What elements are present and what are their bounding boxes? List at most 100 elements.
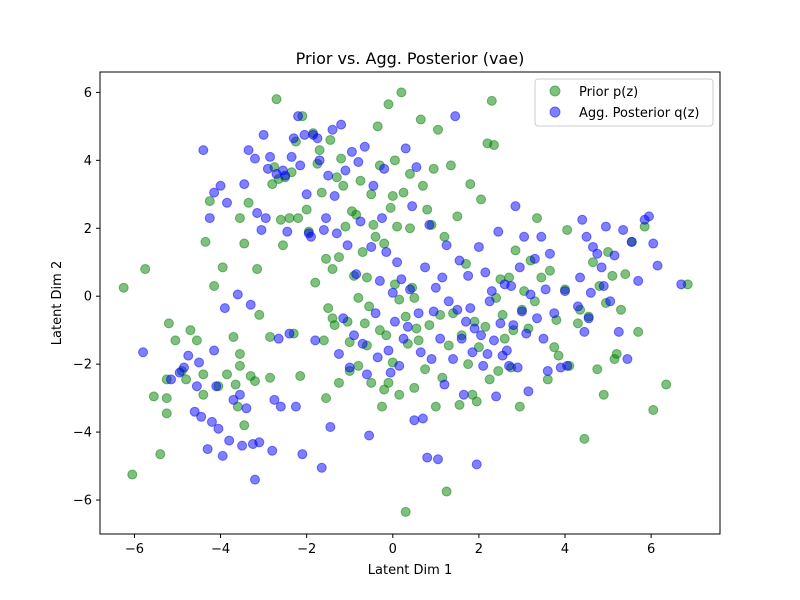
data-point: [213, 423, 224, 434]
data-point: [456, 333, 467, 344]
data-point: [441, 240, 452, 251]
data-point: [605, 296, 616, 307]
data-point: [284, 213, 295, 224]
data-point: [357, 338, 368, 349]
data-point: [351, 269, 362, 280]
data-point: [510, 245, 521, 256]
data-point: [633, 326, 644, 337]
data-point: [405, 223, 415, 234]
data-point: [321, 213, 332, 224]
data-point: [364, 301, 375, 312]
data-point: [316, 462, 327, 473]
data-point: [562, 360, 573, 371]
data-point: [359, 141, 370, 152]
data-point: [314, 145, 325, 156]
data-point: [435, 333, 446, 344]
data-point: [495, 318, 506, 329]
data-point: [338, 180, 349, 191]
data-point: [277, 240, 288, 251]
data-point: [196, 411, 207, 422]
data-point: [469, 323, 480, 334]
data-point: [501, 345, 512, 356]
data-point: [572, 318, 583, 329]
data-point: [234, 389, 245, 400]
data-point: [275, 401, 286, 412]
data-point: [301, 189, 312, 200]
data-point: [480, 321, 491, 332]
data-point: [366, 189, 377, 200]
data-point: [353, 157, 364, 168]
data-point: [290, 401, 301, 412]
data-point: [178, 362, 189, 373]
data-point: [497, 309, 508, 320]
data-point: [420, 364, 431, 375]
data-point: [333, 348, 344, 359]
data-point: [540, 284, 551, 295]
data-point: [398, 333, 409, 344]
data-point: [370, 231, 381, 242]
data-point: [411, 323, 422, 334]
data-point: [486, 286, 497, 297]
data-point: [340, 165, 351, 176]
data-point: [127, 469, 138, 480]
data-point: [222, 369, 233, 380]
data-point: [396, 274, 407, 285]
data-point: [301, 204, 312, 215]
data-point: [299, 129, 310, 140]
data-point: [374, 275, 385, 286]
data-point: [392, 257, 403, 268]
data-point: [163, 318, 174, 329]
data-point: [432, 454, 443, 465]
data-point: [323, 170, 334, 181]
legend: Prior p(z) Agg. Posterior q(z): [534, 78, 714, 127]
data-point: [385, 202, 396, 213]
data-point: [336, 153, 347, 164]
data-point: [609, 250, 620, 261]
data-point: [508, 320, 519, 331]
data-point: [265, 151, 276, 162]
data-point: [250, 153, 260, 164]
data-point: [422, 452, 433, 463]
data-point: [525, 289, 536, 300]
data-point: [407, 201, 418, 212]
data-point: [217, 262, 228, 273]
data-point: [394, 360, 405, 371]
data-point: [286, 151, 297, 162]
data-point: [342, 240, 353, 251]
data-point: [521, 328, 532, 339]
data-point: [254, 437, 265, 448]
y-tick-label: 4: [84, 154, 92, 169]
data-point: [523, 386, 534, 397]
data-point: [572, 301, 583, 312]
data-point: [607, 270, 618, 281]
data-point: [600, 221, 611, 232]
data-point: [411, 162, 422, 173]
data-point: [329, 190, 340, 201]
data-point: [243, 145, 254, 156]
data-point: [400, 143, 411, 154]
data-point: [234, 213, 245, 224]
data-point: [577, 214, 588, 225]
data-point: [596, 262, 607, 273]
data-point: [618, 224, 629, 235]
data-point: [237, 440, 248, 451]
data-point: [413, 308, 424, 319]
data-point: [486, 95, 497, 106]
data-point: [293, 213, 304, 224]
data-point: [415, 114, 426, 125]
data-point: [428, 163, 439, 174]
data-point: [256, 224, 267, 235]
data-point: [361, 272, 372, 283]
data-point: [333, 377, 344, 388]
data-point: [450, 111, 461, 122]
data-point: [488, 335, 499, 346]
data-point: [592, 248, 603, 259]
data-point: [454, 399, 465, 410]
data-point: [189, 406, 200, 417]
data-point: [381, 330, 392, 341]
x-tick-label: 0: [389, 542, 397, 557]
y-tick-label: −6: [73, 494, 92, 509]
data-point: [585, 287, 596, 298]
data-point: [331, 228, 342, 239]
